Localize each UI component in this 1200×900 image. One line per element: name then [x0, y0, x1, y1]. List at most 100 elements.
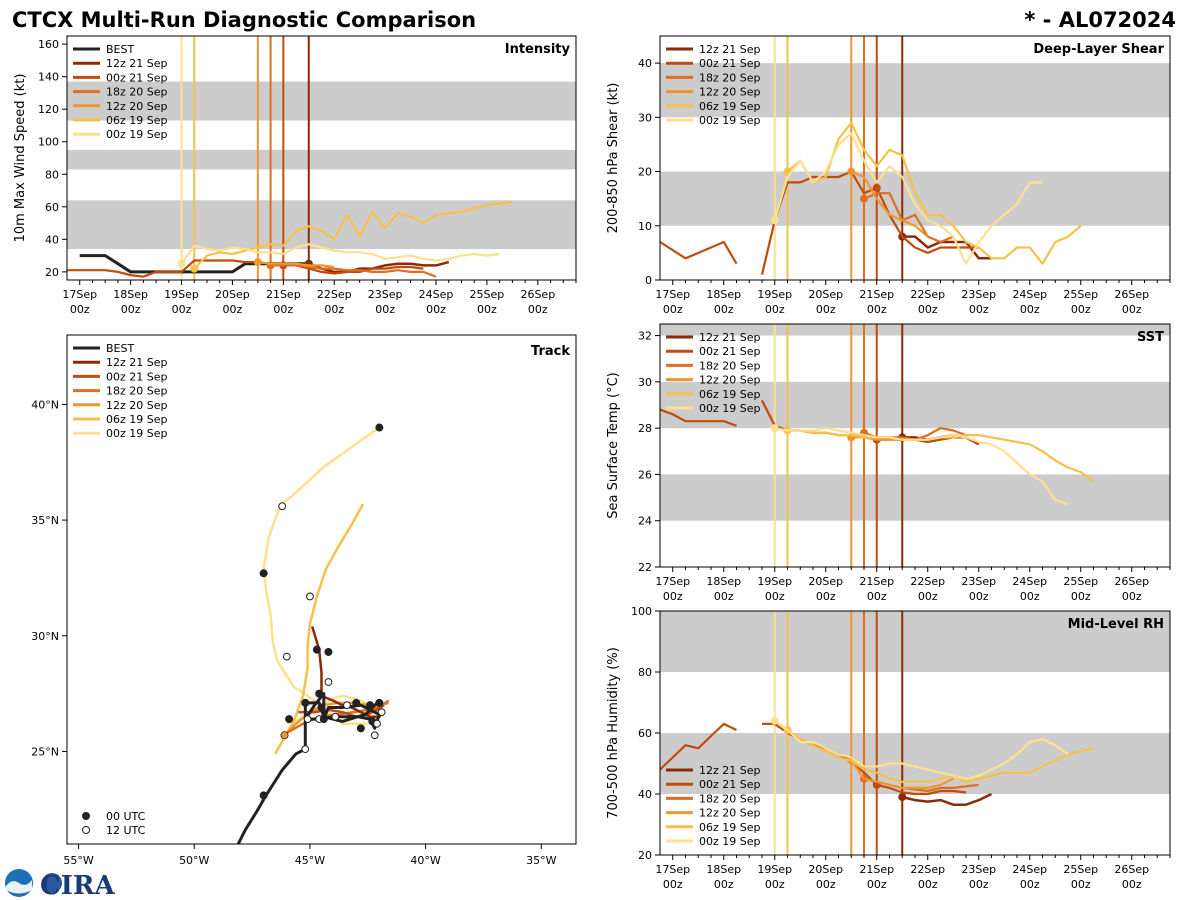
sst-xtick-label-day: 21Sep: [859, 575, 894, 588]
intensity-xtick-label-hour: 00z: [375, 303, 395, 316]
track-ytick-label: 25°N: [31, 745, 59, 758]
track-series-06z-19-sep: [274, 503, 365, 755]
track-fix-00utc-best-0: [259, 791, 268, 800]
rh-xtick-label-day: 26Sep: [1114, 863, 1149, 876]
track-fix-12utc-00z-19-sep-3: [324, 678, 333, 686]
intensity-ytick-label-80: 80: [45, 168, 59, 181]
intensity-ylabel: 10m Max Wind Speed (kt): [13, 74, 28, 243]
intensity-legend-label-06z-19-sep: 06z 19 Sep: [106, 114, 168, 127]
shear-xtick-label-day: 23Sep: [961, 288, 996, 301]
shear-xtick-label-hour: 00z: [765, 303, 785, 316]
rh-legend-label-12z-21-sep: 12z 21 Sep: [699, 764, 761, 777]
rh-xtick-label-hour: 00z: [663, 878, 683, 891]
shear-series-00z-21-sep-1: [760, 170, 979, 275]
shear-xtick-label-hour: 00z: [969, 303, 989, 316]
track-marker-legend-label-00-utc: 00 UTC: [106, 810, 146, 823]
rh-legend-label-00z-19-sep: 00z 19 Sep: [699, 835, 761, 848]
track-plot-area: [236, 423, 390, 844]
sst-xtick-label-day: 18Sep: [706, 575, 741, 588]
track-series-best: [236, 692, 381, 844]
track-fix-12utc-best-2: [303, 715, 312, 723]
intensity-xtick-label-hour: 00z: [223, 303, 243, 316]
rh-xtick-label-day: 23Sep: [961, 863, 996, 876]
intensity-xtick-label-hour: 00z: [477, 303, 497, 316]
track-fix-12utc-best-4: [370, 731, 379, 740]
sst-ytick-label-32: 32: [638, 330, 652, 343]
rh-xtick-label-hour: 00z: [1071, 878, 1091, 891]
shear-xtick-label-hour: 00z: [1122, 303, 1142, 316]
intensity-xtick-label-day: 22Sep: [317, 288, 352, 301]
rh-xtick-label-day: 19Sep: [757, 863, 792, 876]
track-legend-label-18z-20-sep: 18z 20 Sep: [106, 385, 168, 398]
shear-xtick-label-day: 25Sep: [1063, 288, 1098, 301]
sst-legend-label-00z-21-sep: 00z 21 Sep: [699, 345, 761, 358]
track-legend-label-06z-19-sep: 06z 19 Sep: [106, 413, 168, 426]
intensity-xtick-label-day: 19Sep: [164, 288, 199, 301]
shear-band-0: [660, 171, 1170, 226]
rh-legend-label-00z-21-sep: 00z 21 Sep: [699, 778, 761, 791]
sst-xtick-label-hour: 00z: [765, 590, 785, 603]
shear-ylabel: 200-850 hPa Shear (kt): [606, 83, 621, 234]
intensity-xtick-label-hour: 00z: [324, 303, 344, 316]
intensity-series-12z-20-sep: [257, 261, 335, 269]
sst-xtick-label-day: 17Sep: [655, 575, 690, 588]
shear-ytick-label-0: 0: [645, 274, 652, 287]
track-legend-label-00z-21-sep: 00z 21 Sep: [106, 370, 168, 383]
storm-id: * - AL072024: [1024, 8, 1176, 32]
track-series-12z-21-sep: [311, 626, 386, 719]
rh-legend-label-12z-20-sep: 12z 20 Sep: [699, 807, 761, 820]
track-fix-00utc-00z-19-sep-0: [259, 569, 268, 578]
rh-xtick-label-day: 18Sep: [706, 863, 741, 876]
intensity-xtick-label-hour: 00z: [528, 303, 548, 316]
track-fix-00utc-best-6: [356, 724, 365, 733]
shear-xtick-label-hour: 00z: [714, 303, 734, 316]
rh-xtick-label-day: 20Sep: [808, 863, 843, 876]
sst-plot-area: [660, 324, 1170, 567]
intensity-ytick-label-60: 60: [45, 201, 59, 214]
intensity-band-1: [67, 149, 576, 170]
sst-band-0: [660, 474, 1170, 521]
intensity-xtick-label-day: 23Sep: [368, 288, 403, 301]
intensity-marker-00z-19-sep-0: [177, 259, 186, 268]
figure-title: CTCX Multi-Run Diagnostic Comparison: [12, 8, 476, 32]
sst-marker-00z-19-sep-0: [770, 424, 779, 433]
shear-marker-12z-20-sep-0: [847, 167, 856, 176]
intensity-legend-label-00z-19-sep: 00z 19 Sep: [106, 128, 168, 141]
shear-series-06z-19-sep: [786, 121, 1082, 265]
intensity-ytick-label-140: 140: [38, 71, 59, 84]
rh-xtick-label-hour: 00z: [918, 878, 938, 891]
intensity-panel: 20 40 60 80 100 120 140 160 10m Max Wind Speed (…: [13, 35, 577, 316]
rh-xtick-label-hour: 00z: [714, 878, 734, 891]
rh-ytick-label-80: 80: [638, 666, 652, 679]
track-fix-00utc-best-1: [315, 689, 324, 698]
intensity-xtick-label-hour: 00z: [172, 303, 192, 316]
intensity-ytick-label-40: 40: [45, 233, 59, 246]
rh-series-06z-19-sep: [786, 729, 1094, 783]
shear-legend-label-18z-20-sep: 18z 20 Sep: [699, 71, 761, 84]
sst-legend-label-12z-20-sep: 12z 20 Sep: [699, 374, 761, 387]
shear-ytick-label-20: 20: [638, 166, 652, 179]
intensity-series-18z-20-sep: [270, 264, 437, 278]
track-fix-00utc-12z-21-sep-0: [312, 645, 321, 654]
track-ytick-label: 40°N: [31, 398, 59, 411]
track-legend-label-12z-21-sep: 12z 21 Sep: [106, 356, 168, 369]
track-fix-00utc-best-8: [301, 698, 310, 707]
sst-xtick-label-hour: 00z: [663, 590, 683, 603]
rh-series-00z-19-sep: [774, 719, 1069, 780]
shear-xtick-label-day: 20Sep: [808, 288, 843, 301]
shear-ytick-label-10: 10: [638, 220, 652, 233]
track-legend-label-12z-20-sep: 12z 20 Sep: [106, 399, 168, 412]
sst-panel: 22 24 26 28 30 32 Sea Surface Temp (°C) 17Sep 00…: [606, 323, 1171, 603]
shear-series-00z-21-sep: [660, 240, 738, 265]
intensity-xtick-label-day: 17Sep: [62, 288, 97, 301]
rh-plot-area: [660, 611, 1170, 855]
rh-ylabel: 700-500 hPa Humidity (%): [606, 647, 621, 819]
rh-xtick-label-hour: 00z: [816, 878, 836, 891]
shear-legend-label-00z-19-sep: 00z 19 Sep: [699, 114, 761, 127]
rh-series-00z-21-sep: [660, 722, 737, 771]
intensity-series-00z-19-sep: [180, 243, 500, 265]
shear-marker-18z-20-sep-0: [860, 194, 868, 203]
track-frame: [66, 334, 577, 845]
intensity-xtick-label-day: 24Sep: [419, 288, 454, 301]
track-fix-12utc-best-3: [331, 712, 340, 721]
